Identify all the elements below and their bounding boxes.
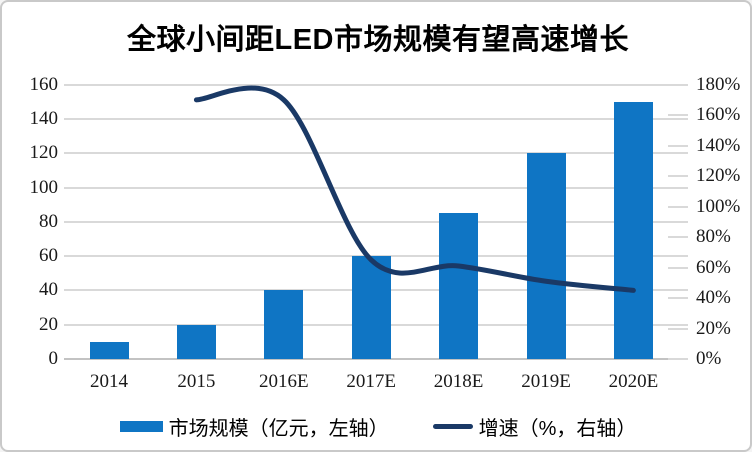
right-axis-tick	[668, 327, 688, 330]
right-axis-tick-label: 40%	[696, 287, 731, 309]
left-axis-tick-label: 160	[29, 73, 59, 95]
gridline	[64, 220, 688, 223]
left-axis-tick-label: 80	[39, 210, 58, 232]
x-axis-label-2014: 2014	[90, 371, 128, 392]
right-axis-tick-label: 180%	[696, 73, 741, 95]
bar-2018E	[439, 213, 479, 359]
right-axis-tick	[668, 83, 688, 86]
x-axis-label-2018E: 2018E	[433, 371, 484, 392]
legend-bar-swatch-icon	[119, 420, 163, 432]
x-axis-label-2016E: 2016E	[258, 371, 309, 392]
right-axis-tick-label: 140%	[696, 134, 741, 156]
legend-item-line: 增速（%，右轴）	[432, 412, 637, 441]
right-axis-tick-label: 0%	[696, 348, 722, 369]
right-axis-tick	[668, 358, 688, 360]
right-axis-tick	[668, 114, 688, 117]
gridline	[64, 186, 688, 189]
bar-2014	[89, 341, 129, 359]
gridline	[64, 117, 688, 120]
legend: 市场规模（亿元，左轴） 增速（%，右轴）	[2, 410, 750, 442]
legend-line-swatch-icon	[432, 423, 473, 429]
left-axis-tick-label: 60	[39, 245, 58, 267]
right-axis-tick-label: 100%	[696, 195, 741, 217]
left-axis-tick-label: 40	[39, 279, 58, 301]
right-axis-tick-label: 20%	[696, 317, 731, 339]
bar-2020E	[613, 101, 653, 359]
legend-line-label: 增速（%，右轴）	[478, 417, 637, 440]
bar-2016E	[264, 290, 304, 359]
bar-2017E	[351, 256, 391, 359]
right-axis-tick	[668, 266, 688, 269]
legend-item-bar: 市场规模（亿元，左轴）	[119, 412, 389, 441]
x-axis-label-2015: 2015	[177, 371, 216, 392]
right-axis-tick	[668, 297, 688, 300]
gridline	[64, 83, 688, 86]
chart-title: 全球小间距LED市场规模有望高速增长	[126, 24, 629, 56]
right-axis-tick-label: 120%	[696, 165, 741, 187]
left-axis-tick-label: 100	[29, 176, 59, 198]
right-axis-tick	[668, 205, 688, 208]
x-axis-label-2020E: 2020E	[608, 371, 659, 392]
bar-2019E	[526, 153, 566, 359]
legend-bar-label: 市场规模（亿元，左轴）	[168, 417, 389, 440]
right-axis-tick-label: 160%	[696, 104, 741, 126]
left-axis-tick-label: 120	[29, 142, 59, 164]
left-axis-tick-label: 0	[48, 348, 59, 369]
right-axis-tick	[668, 144, 688, 147]
x-axis-label-2017E: 2017E	[346, 371, 396, 392]
right-axis-tick-label: 60%	[696, 256, 731, 278]
gridline	[64, 152, 688, 155]
right-axis-tick	[668, 175, 688, 178]
right-axis-tick-label: 80%	[696, 226, 731, 248]
x-axis-label-2019E: 2019E	[521, 371, 571, 392]
left-axis-tick-label: 140	[29, 107, 59, 129]
right-axis-tick	[668, 236, 688, 239]
bar-2015	[176, 324, 216, 359]
growth-line-path	[193, 85, 636, 293]
left-axis-tick-label: 20	[39, 313, 58, 335]
gridline	[64, 358, 688, 360]
